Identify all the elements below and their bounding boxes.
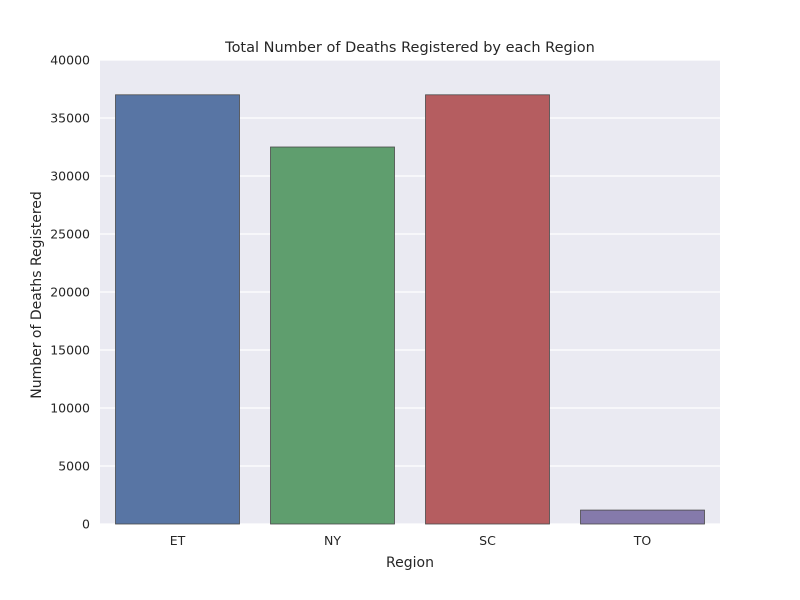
x-tick-label: NY [324,533,341,548]
x-tick-label: ET [170,533,186,548]
x-axis-ticks: ET NY SC TO [170,533,652,548]
y-tick-label: 15000 [50,343,90,358]
y-tick-label: 5000 [58,459,90,474]
bar-ny [270,146,395,525]
y-tick-label: 20000 [50,285,90,300]
x-tick-label: TO [633,533,652,548]
y-tick-label: 10000 [50,401,90,416]
y-axis-label: Number of Deaths Registered [29,191,45,399]
x-axis-label: Region [386,555,434,571]
chart-title: Total Number of Deaths Registered by eac… [224,40,595,56]
bar-et [115,94,240,525]
y-tick-label: 35000 [50,111,90,126]
bars [115,94,705,525]
x-tick-label: SC [479,533,496,548]
y-tick-label: 0 [82,517,90,532]
y-axis-ticks: 0 5000 10000 15000 20000 25000 30000 35000 40000 [50,53,90,532]
y-tick-label: 25000 [50,227,90,242]
bar-to [580,509,705,525]
y-tick-label: 30000 [50,169,90,184]
bar-sc [425,94,550,525]
y-tick-label: 40000 [50,53,90,68]
